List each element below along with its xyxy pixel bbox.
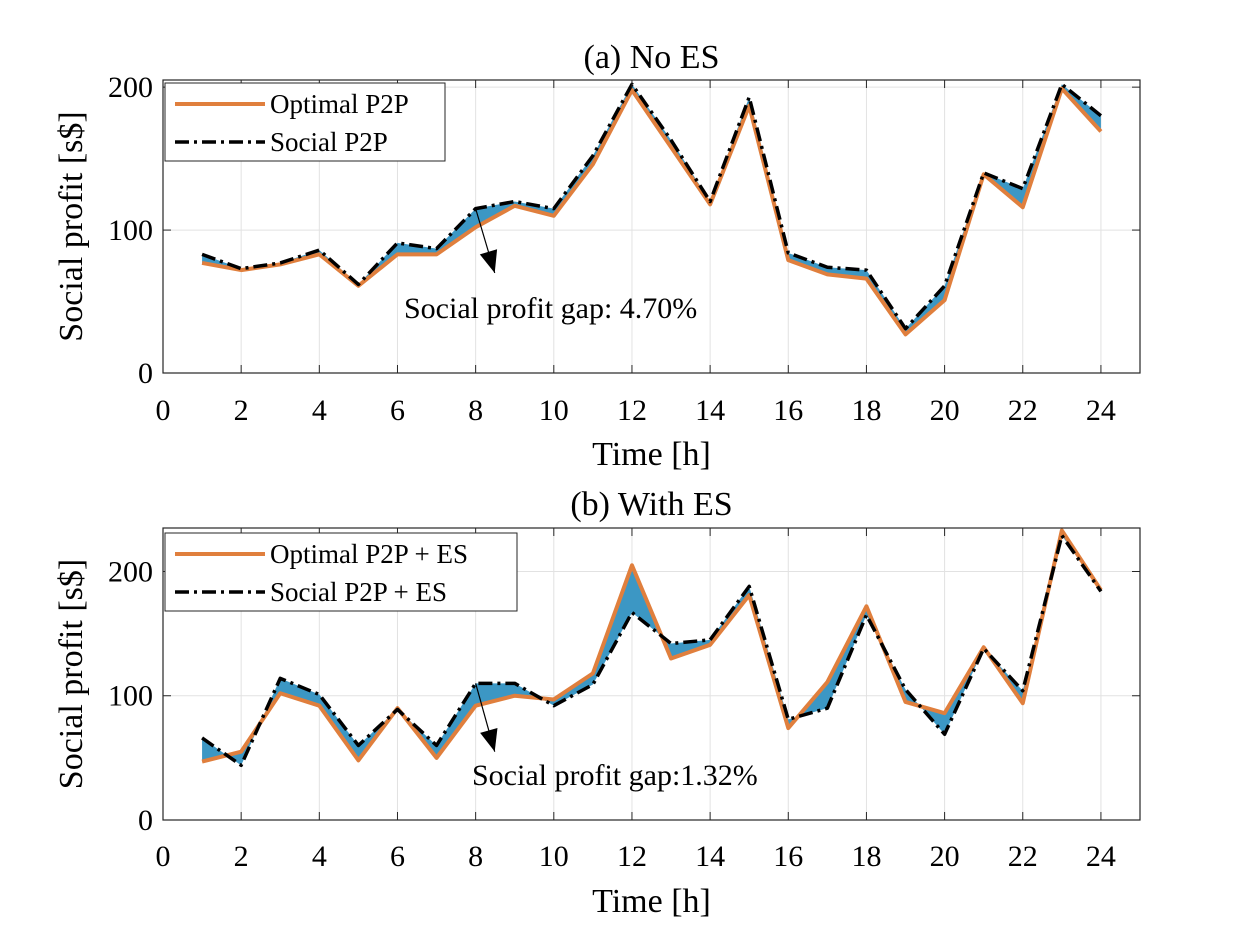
annotation-arrow-head: [480, 728, 498, 752]
y-tick-label: 100: [108, 214, 153, 247]
x-tick-label: 10: [539, 840, 569, 873]
x-tick-label: 16: [773, 394, 803, 427]
legend-label: Social P2P: [270, 127, 388, 157]
axes-box: [162, 79, 1141, 374]
y-tick-label: 200: [108, 555, 153, 588]
annotation-text: Social profit gap:1.32%: [472, 759, 758, 792]
x-tick-label: 18: [851, 394, 881, 427]
x-tick-label: 2: [234, 840, 249, 873]
x-tick-label: 24: [1086, 394, 1116, 427]
x-tick-label: 24: [1086, 840, 1116, 873]
x-tick-label: 22: [1008, 840, 1038, 873]
legend-box: [164, 82, 446, 162]
x-tick-label: 8: [468, 394, 483, 427]
legend-label: Optimal P2P: [270, 89, 409, 119]
x-tick-label: 6: [390, 394, 405, 427]
x-tick-label: 16: [773, 840, 803, 873]
series-line-social: [201, 533, 1103, 768]
x-tick-label: 6: [390, 840, 405, 873]
x-tick-label: 14: [695, 394, 725, 427]
y-tick-label: 100: [108, 680, 153, 713]
x-tick-label: 22: [1008, 394, 1038, 427]
series-line-social: [201, 82, 1103, 331]
legend-label: Optimal P2P + ES: [270, 539, 468, 569]
x-tick-label: 4: [312, 394, 327, 427]
x-tick-label: 12: [617, 840, 647, 873]
y-axis-label: Social profit [s$]: [53, 559, 90, 789]
y-axis-label: Social profit [s$]: [53, 111, 90, 341]
legend-label: Social P2P + ES: [270, 577, 447, 607]
x-tick-label: 12: [617, 394, 647, 427]
x-tick-label: 0: [156, 840, 171, 873]
legend: Optimal P2P Social P2P: [164, 82, 446, 162]
chart-title: (a) No ES: [584, 39, 720, 76]
chart-title: (b) With ES: [570, 486, 732, 523]
series-line-optimal: [201, 528, 1103, 764]
x-tick-label: 20: [930, 394, 960, 427]
annotation-text: Social profit gap: 4.70%: [404, 292, 697, 325]
x-axis-label: Time [h]: [592, 436, 711, 473]
legend: Optimal P2P + ES Social P2P + ES: [164, 532, 518, 612]
x-tick-label: 10: [539, 394, 569, 427]
y-tick-label: 0: [138, 357, 153, 390]
legend-box: [164, 532, 518, 612]
x-tick-label: 8: [468, 840, 483, 873]
x-tick-label: 0: [156, 394, 171, 427]
x-tick-label: 2: [234, 394, 249, 427]
x-tick-label: 20: [930, 840, 960, 873]
annotation-arrow-head: [479, 249, 498, 273]
y-tick-label: 0: [138, 804, 153, 837]
x-tick-label: 4: [312, 840, 327, 873]
x-tick-label: 14: [695, 840, 725, 873]
y-tick-label: 200: [108, 71, 153, 104]
x-axis-label: Time [h]: [592, 883, 711, 920]
x-tick-label: 18: [851, 840, 881, 873]
axes-box: [162, 527, 1141, 821]
